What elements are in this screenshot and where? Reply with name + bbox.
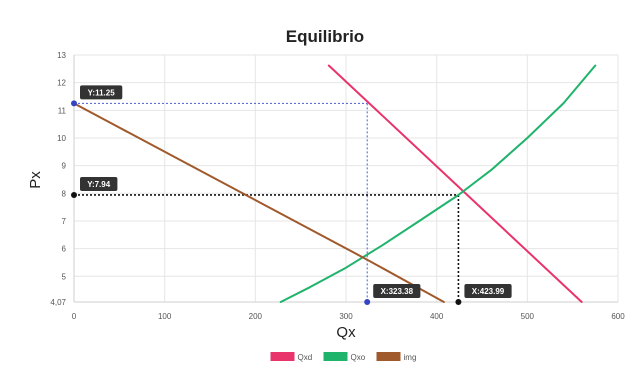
x-tick-label: 300 [339, 312, 353, 321]
legend[interactable]: Qxd Qxo img [270, 352, 417, 362]
y-tick-label: 6 [62, 245, 67, 254]
callout-box [80, 176, 118, 191]
series-lines [73, 64, 597, 303]
x-axis-label: Qx [336, 324, 356, 341]
legend-label: Qxd [298, 353, 313, 362]
legend-swatch [270, 352, 295, 361]
callout-y-11-25: Y:11.25 [80, 85, 123, 100]
grid [73, 54, 619, 303]
callout-label: X:423.99 [472, 287, 505, 296]
legend-swatch [323, 352, 348, 361]
marker-y-7-94 [71, 191, 77, 198]
y-tick-label: 4,07 [50, 298, 66, 307]
callouts: Y:11.25 X:323.38 Y:7.94 X:423.99 [80, 85, 512, 298]
y-tick-label: 7 [62, 217, 67, 226]
series-line-qxo [279, 64, 597, 303]
callout-label: X:323.38 [381, 287, 414, 296]
callout-x-423-99: X:423.99 [464, 284, 512, 298]
legend-item-img[interactable]: img [376, 352, 417, 362]
x-tick-label: 400 [430, 312, 444, 321]
x-tick-label: 0 [72, 312, 77, 321]
axis-ticks: 0 100 200 300 400 500 600 4,07 5 6 7 8 9 10 11 12 13 [50, 51, 625, 321]
legend-swatch [376, 352, 401, 361]
y-tick-label: 9 [62, 162, 67, 171]
guide-markers [71, 100, 462, 305]
y-tick-label: 8 [62, 189, 67, 198]
legend-label: img [404, 353, 417, 362]
y-tick-label: 5 [62, 272, 67, 281]
callout-label: Y:7.94 [87, 180, 111, 189]
y-tick-label: 12 [57, 79, 66, 88]
guide-lines [74, 102, 460, 302]
x-tick-label: 200 [249, 312, 263, 321]
callout-y-7-94: Y:7.94 [80, 176, 118, 191]
callout-x-323-38: X:323.38 [373, 284, 421, 298]
legend-item-qxd[interactable]: Qxd [270, 352, 313, 362]
x-tick-label: 600 [611, 312, 625, 321]
callout-box [80, 85, 123, 100]
callout-box [373, 284, 421, 298]
legend-item-qxo[interactable]: Qxo [323, 352, 366, 362]
marker-x-323-38 [364, 299, 371, 305]
marker-y-11-25 [71, 100, 77, 107]
y-tick-label: 13 [57, 51, 66, 60]
x-tick-label: 500 [521, 312, 535, 321]
series-line-img [73, 102, 445, 303]
y-tick-label: 10 [57, 134, 66, 143]
marker-x-423-99 [455, 299, 462, 305]
legend-label: Qxo [351, 353, 366, 362]
chart-title: Equilibrio [286, 27, 364, 46]
callout-box [464, 284, 512, 298]
y-axis-label: Px [27, 171, 44, 189]
y-tick-label: 11 [58, 106, 67, 115]
series-line-qxd [327, 64, 583, 303]
x-tick-label: 100 [158, 312, 172, 321]
callout-label: Y:11.25 [88, 88, 116, 97]
